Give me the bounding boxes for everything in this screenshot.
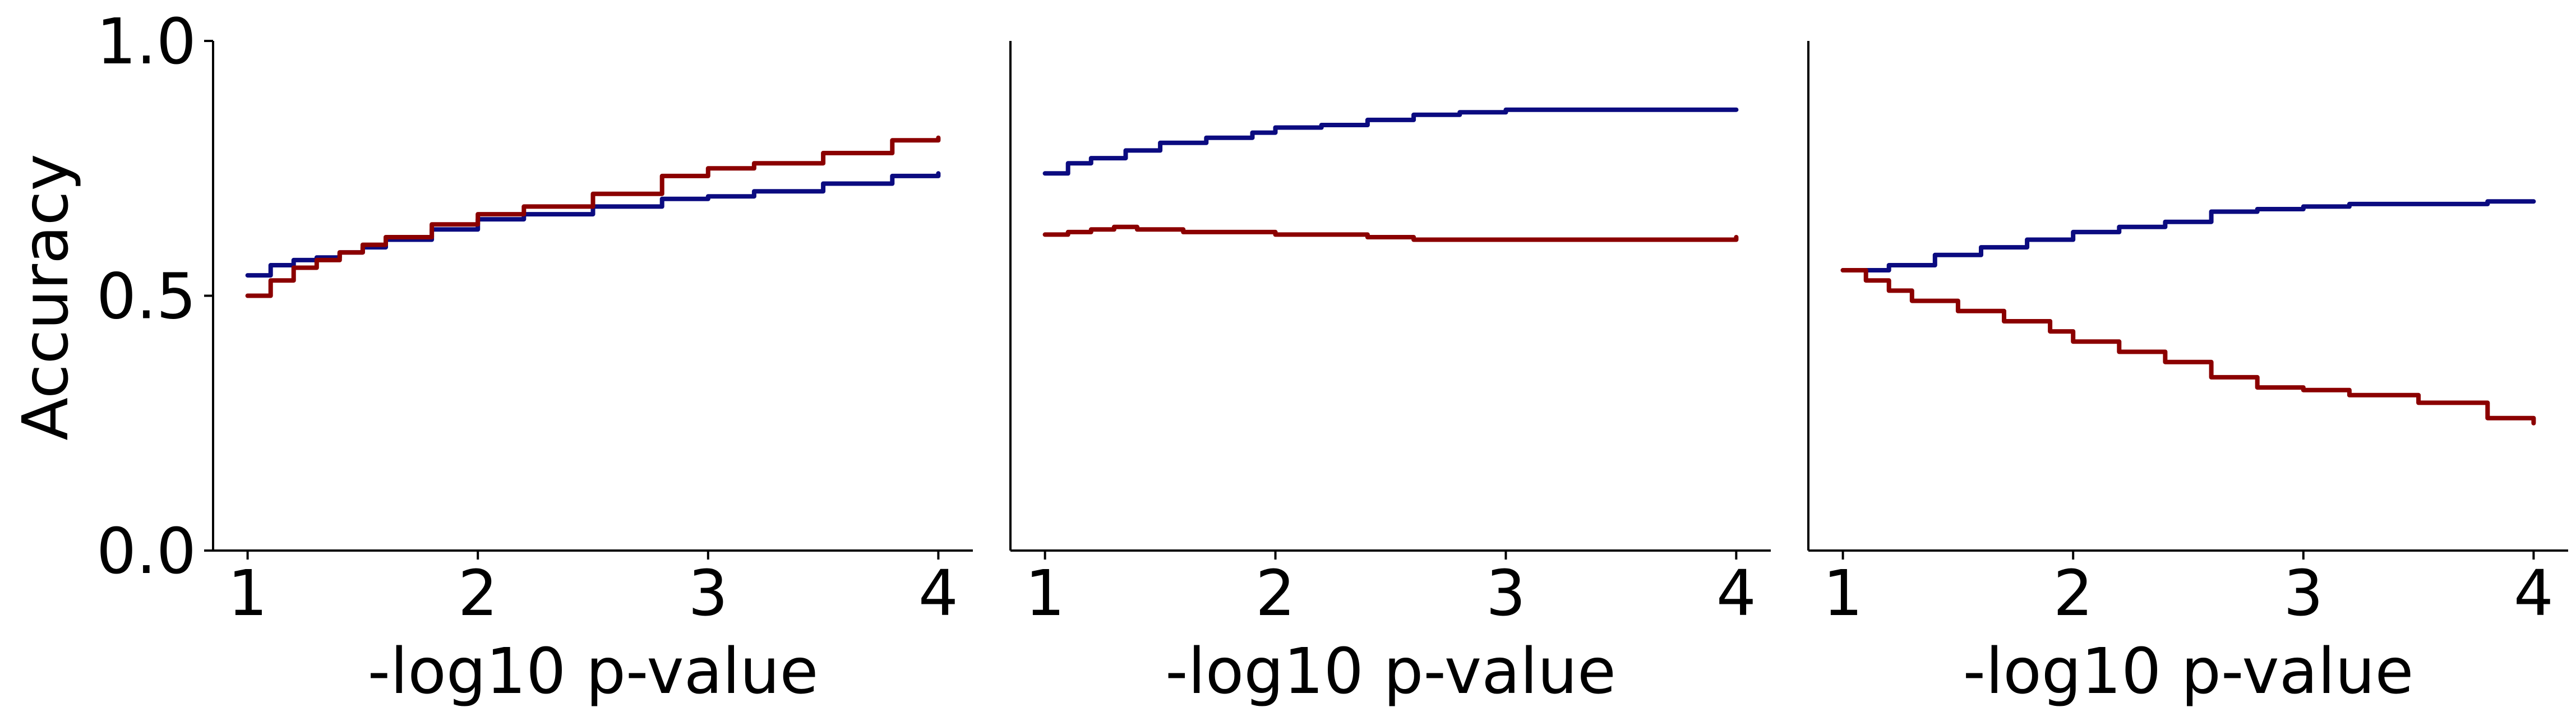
x-axis-label: -log10 p-value <box>1963 635 2414 708</box>
x-axis-label: -log10 p-value <box>368 635 819 708</box>
x-tick-label: 2 <box>458 557 498 630</box>
series-line-blue <box>245 171 941 278</box>
series-line-red <box>1840 268 2536 426</box>
x-axis-label: -log10 p-value <box>1165 635 1616 708</box>
panel-3: 1 2 3 4 -log10 p-value <box>1807 41 2568 708</box>
x-tick-label: 2 <box>2053 557 2093 630</box>
x-tick-label: 1 <box>1823 557 1863 630</box>
x-tick-label: 1 <box>228 557 267 630</box>
y-tick-label: 1.0 <box>96 6 196 78</box>
x-tick-label: 1 <box>1025 557 1065 630</box>
panel-2: 1 2 3 4 -log10 p-value <box>1009 41 1771 708</box>
x-tick-label: 4 <box>918 557 958 630</box>
panels: 1 2 3 4 0.0 0.5 1.0 -log10 p-value 1 2 3 4 -log10 p-… <box>96 6 2568 708</box>
series-line-blue <box>1042 107 1739 176</box>
y-tick-label: 0.5 <box>96 261 196 334</box>
series-line-red <box>1042 224 1739 242</box>
series-line-red <box>245 135 941 298</box>
y-axis-label: Accuracy <box>10 154 82 440</box>
x-tick-label: 3 <box>2283 557 2323 630</box>
series-line-blue <box>1840 199 2536 272</box>
x-tick-label: 3 <box>1486 557 1526 630</box>
y-tick-label: 0.0 <box>96 515 196 588</box>
x-tick-label: 3 <box>688 557 728 630</box>
x-tick-label: 4 <box>2514 557 2554 630</box>
x-tick-label: 2 <box>1255 557 1295 630</box>
panel-1: 1 2 3 4 0.0 0.5 1.0 -log10 p-value <box>96 6 973 708</box>
x-tick-label: 4 <box>1716 557 1756 630</box>
